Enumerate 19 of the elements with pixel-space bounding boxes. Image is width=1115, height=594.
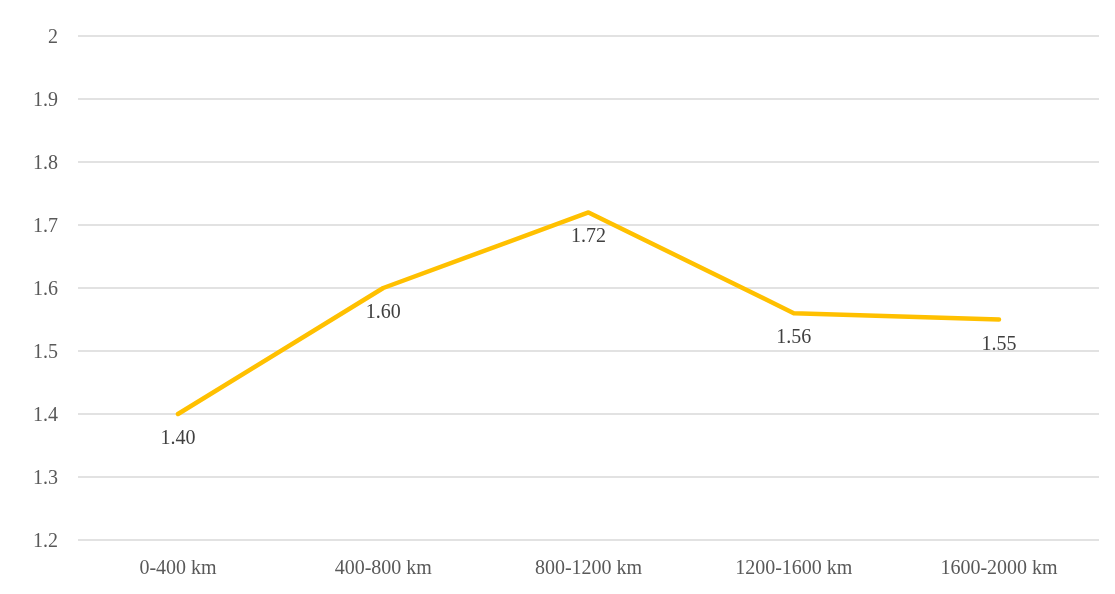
y-tick-label: 1.8 xyxy=(33,151,58,174)
y-tick-label: 1.6 xyxy=(33,277,58,300)
x-tick-label: 1600-2000 km xyxy=(940,556,1059,579)
data-label: 1.56 xyxy=(776,325,812,348)
y-tick-label: 1.7 xyxy=(33,214,58,237)
y-tick-label: 1.3 xyxy=(33,466,58,489)
data-label: 1.60 xyxy=(365,300,401,322)
y-tick-label: 1.5 xyxy=(33,340,58,363)
x-tick-label: 400-800 km xyxy=(334,556,433,579)
x-tick-label: 0-400 km xyxy=(139,556,218,579)
data-label: 1.55 xyxy=(981,331,1017,354)
x-tick-label: 800-1200 km xyxy=(534,556,643,579)
y-tick-label: 1.2 xyxy=(33,529,58,552)
y-tick-label: 1.4 xyxy=(33,403,58,426)
x-tick-label: 1200-1600 km xyxy=(735,556,853,579)
y-tick-label: 1.9 xyxy=(33,88,58,111)
y-tick-label: 2 xyxy=(48,25,58,48)
data-label: 1.40 xyxy=(160,426,196,448)
data-label: 1.72 xyxy=(571,224,606,247)
